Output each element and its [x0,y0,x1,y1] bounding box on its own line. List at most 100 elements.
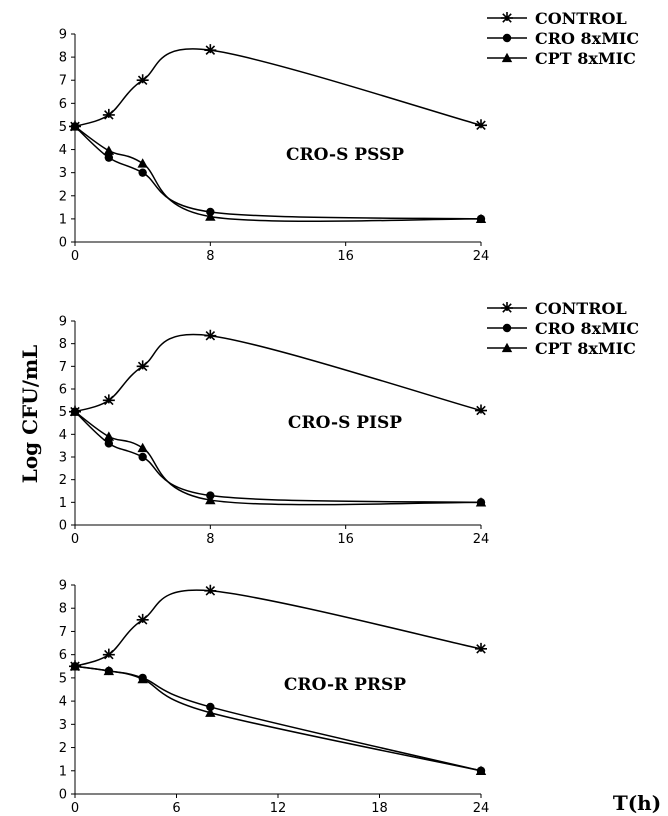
panel1-y-tick-label: 4 [59,143,67,158]
panel2-star-marker [136,360,149,372]
panel2-triangle-marker [475,497,487,507]
panel1-y-tick-label: 7 [59,74,67,89]
panel2-y-tick-label: 2 [59,473,67,488]
panel3-triangle-marker [475,765,487,775]
panel2-triangle-marker [205,494,216,505]
panel3-star-marker [102,648,115,660]
panel3-y-tick-label: 6 [59,648,67,663]
panel3-y-tick-label: 3 [59,718,67,733]
panel2-y-tick-label: 1 [59,496,67,511]
panel1-x-tick-label: 0 [71,249,79,264]
panel3-x-tick-label: 0 [71,801,79,816]
panel2-legend-entry: CRO 8xMIC [535,319,639,338]
panel1-legend-circle-marker [502,33,512,43]
panel1-x-tick-label: 8 [206,249,214,264]
panel3-x-tick-label: 24 [473,801,490,816]
panel1-star-marker [136,74,149,85]
panel2-y-tick-label: 3 [59,451,67,466]
panel3-control-line [74,589,482,667]
panel1-triangle-marker [137,158,148,168]
panel3-x-tick-label: 6 [172,801,180,816]
panel3-y-tick-label: 1 [59,764,67,779]
panel2-y-tick-label: 0 [59,519,67,534]
x-axis-title: T(h) [613,791,661,815]
panel1-y-tick-label: 5 [59,120,67,135]
panel3-x-tick-label: 18 [371,801,388,816]
panel1-control-line [74,48,482,128]
panel2-legend-entry: CONTROL [535,299,627,318]
panel1-legend-entry: CRO 8xMIC [535,29,639,48]
panel1-y-tick-label: 8 [59,51,67,66]
panel2-y-tick-label: 7 [59,360,67,375]
panel3-y-tick-label: 5 [59,671,67,686]
panel1-y-tick-label: 9 [59,28,67,43]
panel1-y-tick-label: 0 [59,236,67,251]
panel1-circle-marker [138,168,147,177]
panel1-triangle-marker [69,121,81,131]
panel1-strain-label: CRO-S PSSP [286,145,404,165]
panel3-triangle-marker [69,661,81,671]
panel1-triangle-marker [205,211,216,221]
panel1-triangle-marker [103,145,115,155]
panel2-star-marker [475,404,487,416]
panel2-x-tick-label: 24 [473,532,490,547]
panel2-x-tick-label: 8 [206,532,214,547]
panel1-star-marker [475,119,487,131]
panel3-y-tick-label: 4 [59,695,67,710]
panel2-legend-circle-marker [502,323,512,333]
panel2-circle-marker [138,452,147,462]
panel2-legend-triangle-marker [501,342,513,353]
panel2-legend-star-marker [501,302,513,313]
panel3-y-tick-label: 8 [59,602,67,617]
panel1-star-marker [204,44,217,55]
panel2-y-tick-label: 8 [59,337,67,352]
panel3-star-marker [136,613,149,625]
panel1-y-tick-label: 1 [59,212,67,227]
panel1-x-tick-label: 16 [337,249,354,264]
panel2-cro-8xmic-line [74,411,482,504]
panel2-control-line [74,333,482,413]
panel1-legend-triangle-marker [501,52,513,63]
panel2-y-tick-label: 4 [59,428,67,443]
panel3-y-tick-label: 7 [59,625,67,640]
panel2-circle-marker [104,439,114,448]
y-axis-title: Log CFU/mL [18,345,42,483]
panel1-legend-entry: CONTROL [535,9,627,28]
panel2-x-tick-label: 0 [71,532,79,547]
panel2-y-tick-label: 5 [59,405,67,420]
panel2-strain-label: CRO-S PISP [288,413,402,433]
panel1-cpt-8xmic-line [74,125,482,223]
panel2-legend-entry: CPT 8xMIC [535,339,636,358]
panel1-y-tick-label: 6 [59,97,67,112]
panel2-x-tick-label: 16 [337,532,354,547]
panel1-star-marker [102,108,115,120]
panel3-star-marker [204,584,217,596]
panel2-y-tick-label: 9 [59,315,67,330]
panel3-star-marker [475,642,487,654]
panel1-legend-entry: CPT 8xMIC [535,49,636,68]
panel3-strain-label: CRO-R PRSP [284,675,406,695]
panel1-legend-star-marker [501,12,513,23]
panel1-y-tick-label: 3 [59,166,67,181]
panel3-triangle-marker [205,707,216,717]
panel2-triangle-marker [137,442,148,453]
panel1-cro-8xmic-line [74,125,482,220]
panel2-cpt-8xmic-line [74,411,482,506]
panel1-triangle-marker [475,213,487,224]
panel1-x-tick-label: 24 [473,249,490,264]
panel1-circle-marker [104,153,114,162]
panel3-triangle-marker [103,665,115,676]
panel3-circle-marker [206,702,215,712]
panel2-triangle-marker [69,406,81,416]
panel2-y-tick-label: 6 [59,383,67,398]
panel3-y-tick-label: 2 [59,741,67,756]
panel2-star-marker [102,394,115,406]
panel3-y-tick-label: 0 [59,788,67,803]
panel3-triangle-marker [137,673,148,684]
panel3-cpt-8xmic-line [74,665,482,772]
panel3-cro-8xmic-line [74,665,482,772]
panel3-x-tick-label: 12 [270,801,287,816]
panel3-y-tick-label: 9 [59,579,67,594]
panel2-triangle-marker [103,431,115,441]
